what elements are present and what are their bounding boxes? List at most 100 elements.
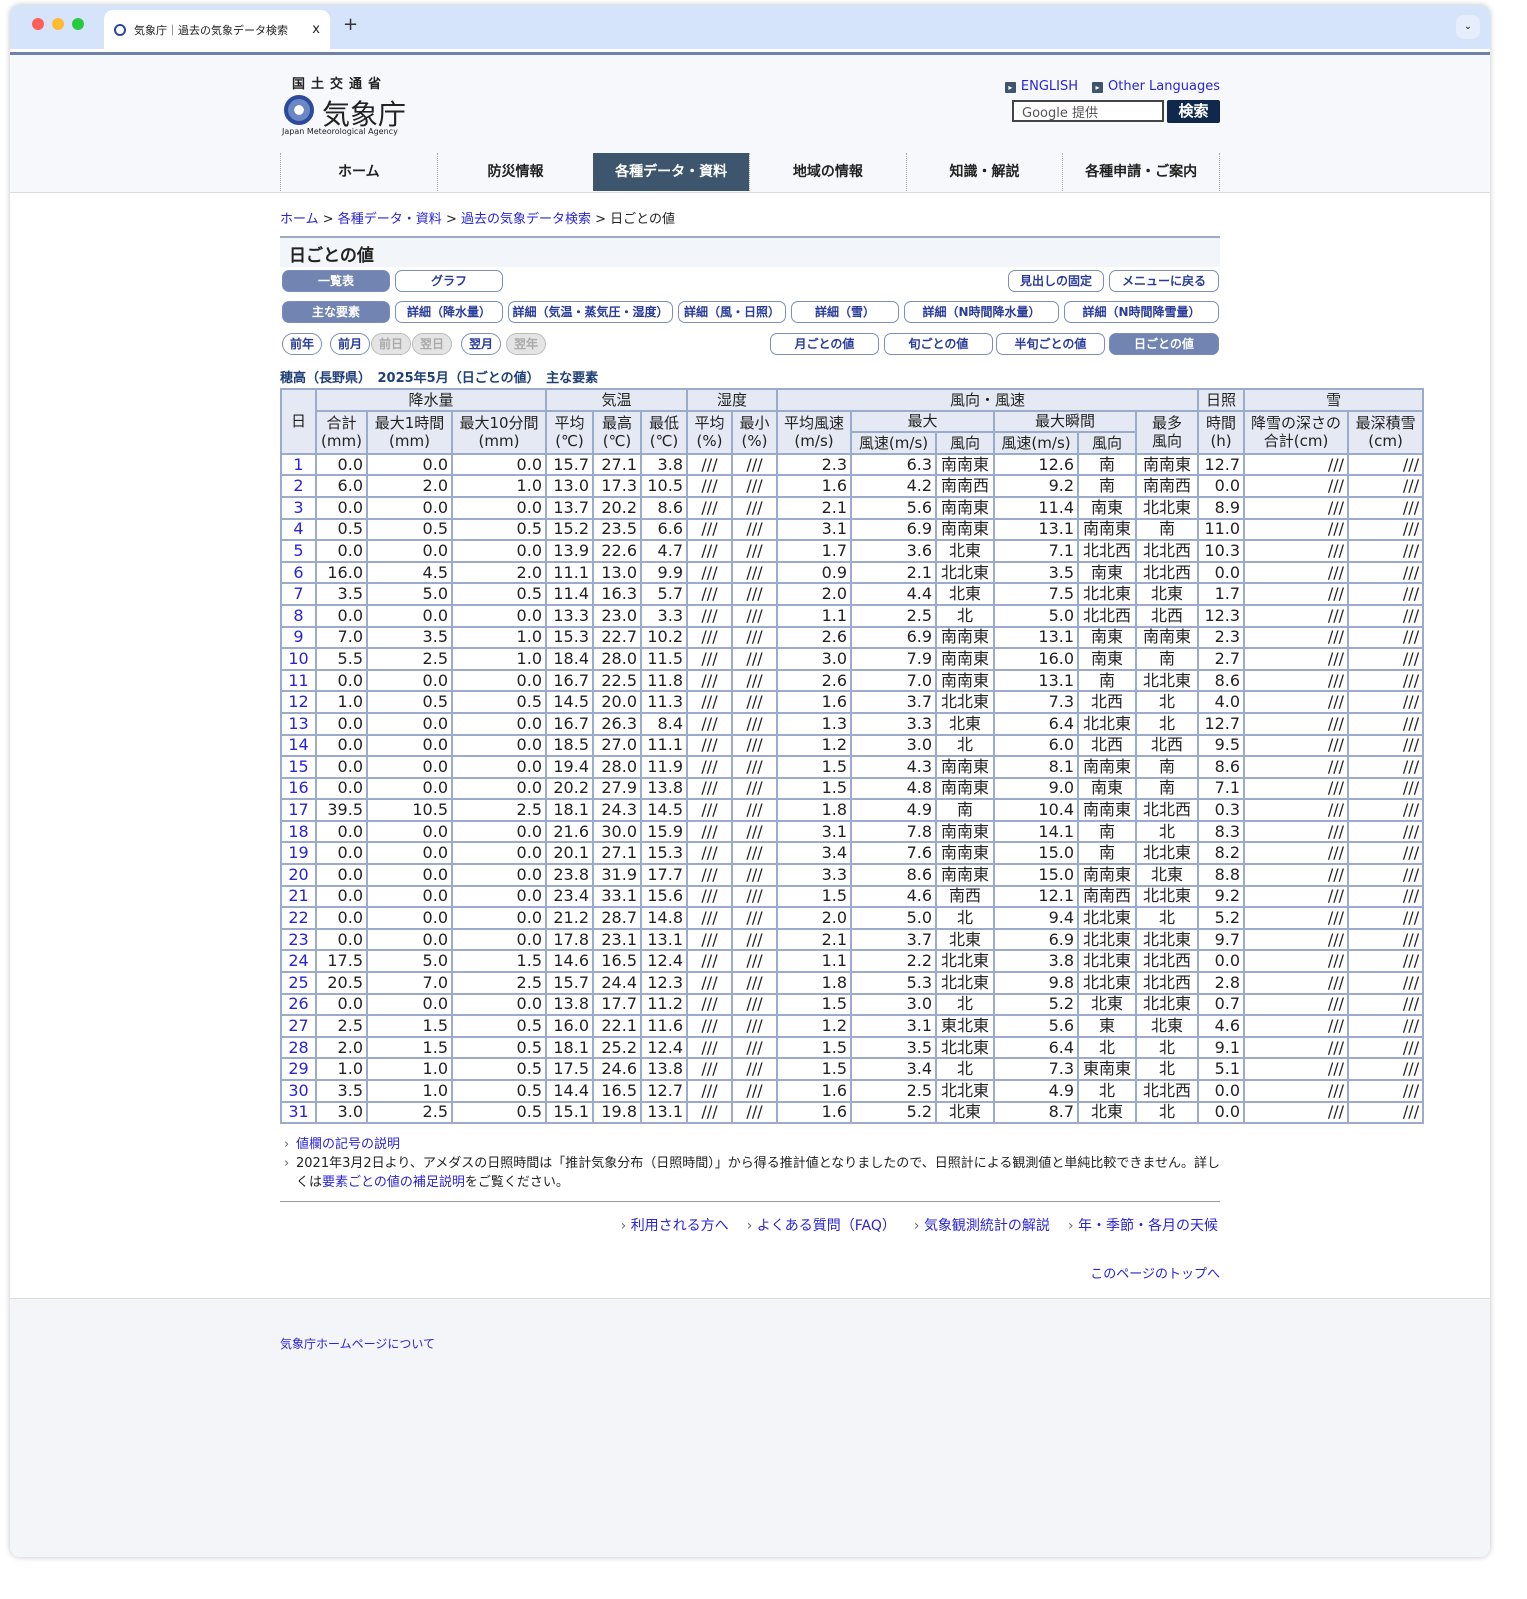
data-cell: /// xyxy=(1243,927,1350,952)
period-tab[interactable]: 旬ごとの値 xyxy=(884,333,993,355)
day-link[interactable]: 3 xyxy=(293,497,304,517)
element-tab[interactable]: 主な要素 xyxy=(282,301,390,323)
new-tab-button[interactable]: + xyxy=(343,14,359,35)
day-link[interactable]: 14 xyxy=(288,735,309,755)
period-nav-button[interactable]: 前年 xyxy=(282,333,322,355)
footer-link[interactable]: 利用される方へ xyxy=(621,1218,729,1234)
data-cell: /// xyxy=(1347,690,1425,714)
day-link[interactable]: 2 xyxy=(293,476,304,496)
about-site-link[interactable]: 気象庁ホームページについて xyxy=(280,1337,436,1351)
day-link[interactable]: 17 xyxy=(288,800,309,820)
day-link[interactable]: 18 xyxy=(288,821,309,841)
data-cell: 1.6 xyxy=(776,690,853,714)
data-cell: 3.3 xyxy=(850,711,938,736)
tab-menu-chevron-icon[interactable]: ⌄ xyxy=(1456,15,1480,39)
day-link[interactable]: 5 xyxy=(293,540,304,560)
legend-explanation-link[interactable]: 値欄の記号の説明 xyxy=(296,1137,401,1152)
data-cell: /// xyxy=(730,1079,779,1103)
data-cell: 3.7 xyxy=(850,927,938,952)
element-tab[interactable]: 詳細（雪） xyxy=(791,301,899,323)
data-cell: 6.0 xyxy=(993,733,1080,758)
nav-item[interactable]: 各種申請・ご案内 xyxy=(1062,153,1221,191)
element-tab[interactable]: 詳細（風・日照） xyxy=(678,301,786,323)
fix-header-button[interactable]: 見出しの固定 xyxy=(1008,270,1104,292)
english-link[interactable]: ENGLISH xyxy=(1005,79,1078,94)
data-cell: 8.2 xyxy=(1197,841,1246,866)
nav-item[interactable]: 地域の情報 xyxy=(749,153,906,191)
data-cell: 16.7 xyxy=(545,668,594,693)
close-tab-icon[interactable]: x xyxy=(312,22,320,37)
day-link[interactable]: 22 xyxy=(288,908,309,928)
day-link[interactable]: 25 xyxy=(288,972,309,992)
supplement-link[interactable]: 要素ごとの値の補足説明 xyxy=(322,1175,465,1190)
element-tab[interactable]: 詳細（N時間降雪量） xyxy=(1064,301,1219,323)
period-nav-button[interactable]: 前月 xyxy=(330,333,370,355)
maximize-window-button[interactable] xyxy=(72,18,84,30)
footer-link[interactable]: 年・季節・各月の天候 xyxy=(1068,1218,1218,1234)
table-view-button[interactable]: 一覧表 xyxy=(282,270,390,292)
search-input[interactable]: Google 提供 xyxy=(1012,100,1164,122)
nav-item[interactable]: 知識・解説 xyxy=(905,153,1063,191)
day-cell: 12 xyxy=(280,690,317,714)
other-languages-link[interactable]: Other Languages xyxy=(1092,79,1220,94)
footer-link[interactable]: 気象観測統計の解説 xyxy=(914,1218,1050,1234)
element-tab[interactable]: 詳細（N時間降水量） xyxy=(904,301,1059,323)
period-nav-button[interactable]: 翌月 xyxy=(461,333,501,355)
day-link[interactable]: 28 xyxy=(288,1037,309,1057)
close-window-button[interactable] xyxy=(32,18,44,30)
day-link[interactable]: 20 xyxy=(288,864,309,884)
breadcrumb-data[interactable]: 各種データ・資料 xyxy=(337,212,442,227)
element-tab[interactable]: 詳細（気温・蒸気圧・湿度） xyxy=(508,301,673,323)
data-cell: 北西 xyxy=(1077,733,1138,758)
day-cell: 8 xyxy=(280,603,317,628)
day-link[interactable]: 13 xyxy=(288,713,309,733)
day-link[interactable]: 21 xyxy=(288,886,309,906)
nav-item[interactable]: ホーム xyxy=(280,153,437,191)
day-link[interactable]: 23 xyxy=(288,929,309,949)
day-link[interactable]: 19 xyxy=(288,843,309,863)
day-link[interactable]: 8 xyxy=(293,605,304,625)
day-link[interactable]: 1 xyxy=(293,454,304,474)
day-link[interactable]: 31 xyxy=(288,1102,309,1122)
period-tab[interactable]: 日ごとの値 xyxy=(1109,333,1219,355)
data-cell: 0.0 xyxy=(366,884,453,909)
day-link[interactable]: 11 xyxy=(288,670,309,690)
table-row: 17 39.5 10.5 2.5 18.1 24.3 14.5//////1.8 4.9 南 10… xyxy=(280,798,1425,822)
day-link[interactable]: 30 xyxy=(288,1080,309,1100)
day-link[interactable]: 16 xyxy=(288,778,309,798)
nav-item[interactable]: 各種データ・資料 xyxy=(593,153,750,191)
day-link[interactable]: 6 xyxy=(293,562,304,582)
data-cell: 15.0 xyxy=(993,863,1080,887)
data-cell: 北北東 xyxy=(935,560,996,585)
day-link[interactable]: 24 xyxy=(288,951,309,971)
graph-view-button[interactable]: グラフ xyxy=(395,270,503,292)
day-link[interactable]: 7 xyxy=(293,584,304,604)
table-row: 9 7.0 3.5 1.0 15.3 22.7 10.2//////2.6 6.9 南南東 13.… xyxy=(280,625,1425,650)
day-link[interactable]: 29 xyxy=(288,1059,309,1079)
period-tab[interactable]: 月ごとの値 xyxy=(770,333,879,355)
data-cell: 9.8 xyxy=(993,971,1080,995)
footer-link[interactable]: よくある質問（FAQ） xyxy=(747,1218,896,1234)
data-cell: 0.5 xyxy=(451,1057,547,1081)
breadcrumb-search[interactable]: 過去の気象データ検索 xyxy=(460,212,591,227)
minimize-window-button[interactable] xyxy=(52,18,64,30)
day-link[interactable]: 9 xyxy=(293,627,304,647)
browser-tab[interactable]: 気象庁｜過去の気象データ検索 x xyxy=(104,10,330,49)
table-row: 21 0.0 0.0 0.0 23.4 33.1 15.6//////1.5 4.6 南西 12.… xyxy=(280,884,1425,909)
day-link[interactable]: 10 xyxy=(288,648,309,668)
breadcrumb-home[interactable]: ホーム xyxy=(280,212,319,227)
nav-item[interactable]: 防災情報 xyxy=(436,153,594,191)
back-to-menu-button[interactable]: メニューに戻る xyxy=(1109,270,1219,292)
data-cell: 南南東 xyxy=(1135,452,1200,477)
day-link[interactable]: 27 xyxy=(288,1016,309,1036)
period-tab[interactable]: 半旬ごとの値 xyxy=(996,333,1105,355)
data-cell: 6.9 xyxy=(850,625,938,650)
element-tab[interactable]: 詳細（降水量） xyxy=(395,301,503,323)
day-link[interactable]: 15 xyxy=(288,756,309,776)
day-link[interactable]: 12 xyxy=(288,692,309,712)
day-link[interactable]: 26 xyxy=(288,994,309,1014)
data-cell: /// xyxy=(686,1057,733,1081)
search-button[interactable]: 検索 xyxy=(1167,100,1220,123)
page-top-link[interactable]: このページのトップへ xyxy=(1090,1267,1220,1282)
day-link[interactable]: 4 xyxy=(293,519,304,539)
